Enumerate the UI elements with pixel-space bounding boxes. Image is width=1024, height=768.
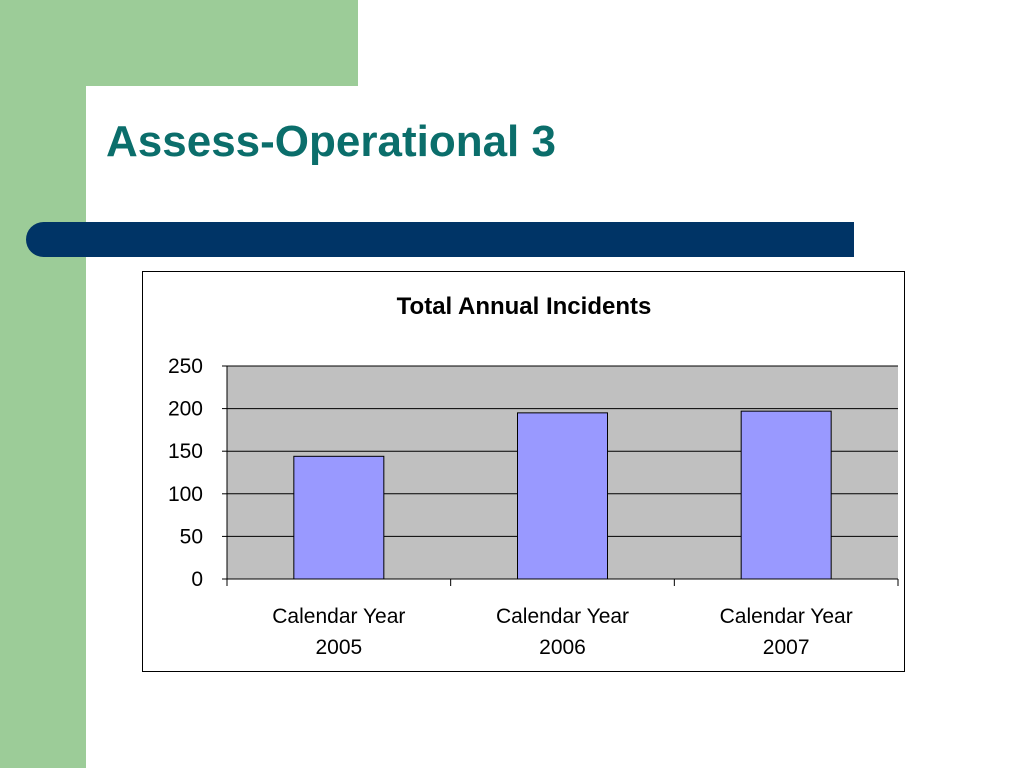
axes <box>222 365 899 586</box>
chart-title: Total Annual Incidents <box>397 293 652 320</box>
green-side-band <box>0 0 86 768</box>
y-tick-label: 100 <box>168 483 203 506</box>
bar <box>517 412 608 580</box>
y-tick-label: 150 <box>168 440 203 463</box>
green-top-band <box>0 0 358 86</box>
chart-frame: Total Annual Incidents 0 50 100 150 200 250 C… <box>142 271 905 672</box>
y-tick-label: 250 <box>168 355 203 378</box>
bar <box>293 455 385 580</box>
x-tick-label: Calendar Year 2007 <box>720 605 853 659</box>
bar <box>740 410 832 580</box>
y-tick-label: 0 <box>191 568 203 591</box>
x-tick-label: Calendar Year 2005 <box>272 605 405 659</box>
bar-chart: Total Annual Incidents 0 50 100 150 200 250 C… <box>168 293 899 659</box>
y-tick-label: 50 <box>180 525 203 548</box>
slide-title: Assess-Operational 3 <box>106 117 556 166</box>
y-tick-label: 200 <box>168 398 203 421</box>
bars <box>293 410 832 580</box>
x-tick-label: Calendar Year 2006 <box>496 605 629 659</box>
title-underline-bar <box>26 222 854 257</box>
x-tick-labels: Calendar Year 2005 Calendar Year 2006 Calend… <box>272 605 852 659</box>
y-tick-labels: 0 50 100 150 200 250 <box>168 355 203 591</box>
